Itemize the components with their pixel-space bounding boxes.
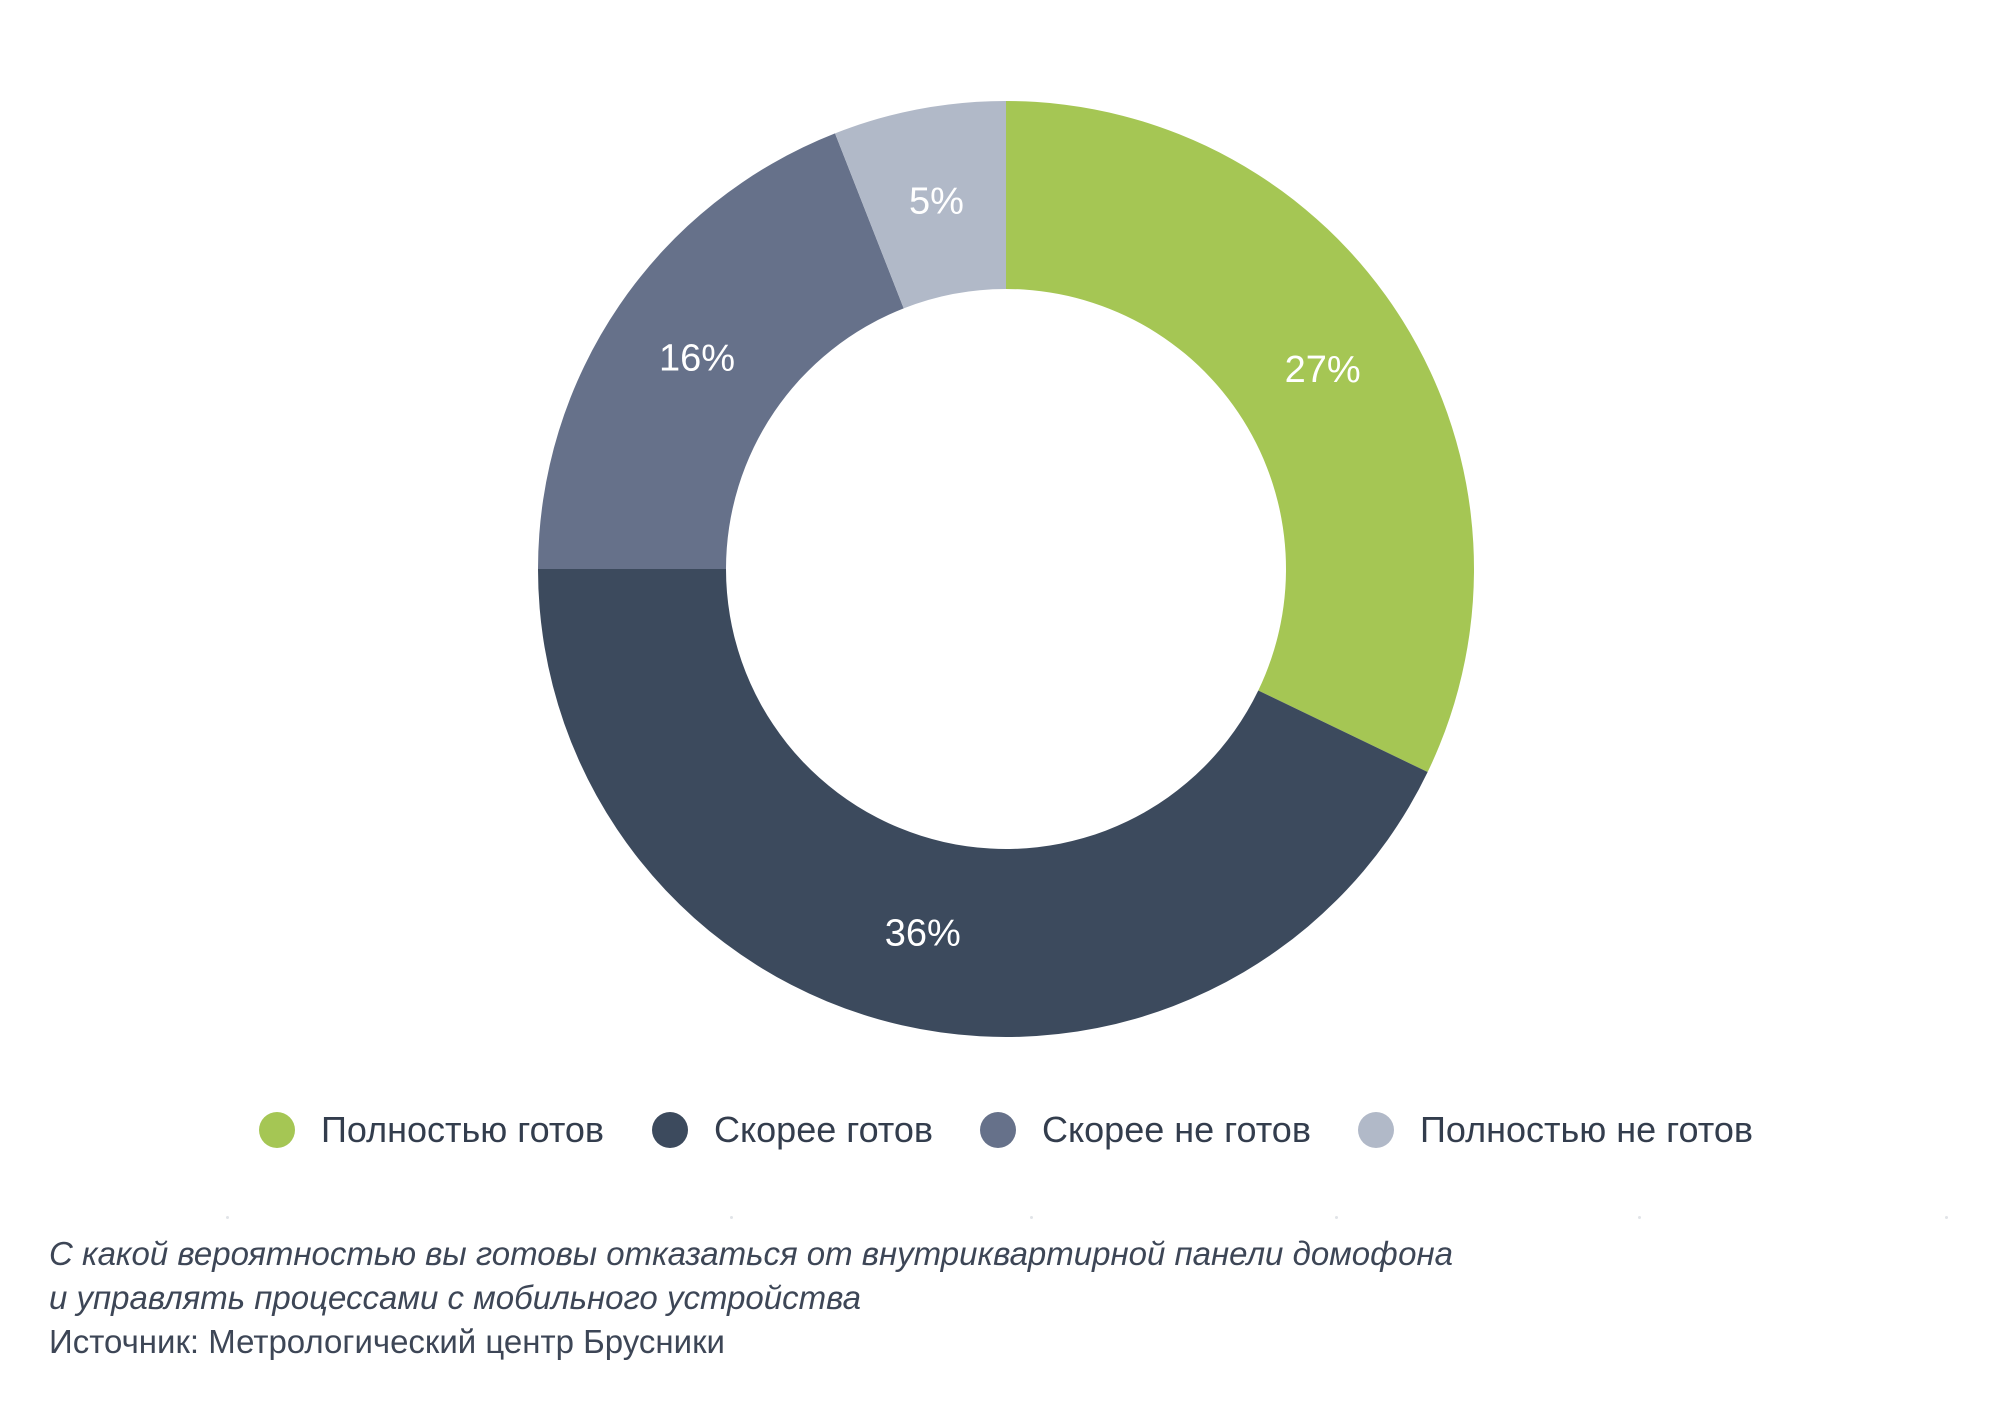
- donut-chart: 27% 36% 16% 5%: [538, 101, 1475, 1038]
- donut-slice-fully-ready: [1006, 101, 1475, 773]
- slice-value-label-not-ready-at-all: 5%: [909, 181, 964, 223]
- legend-swatch-fully-ready: [259, 1112, 295, 1148]
- divider-dot: [1945, 1216, 1948, 1219]
- donut-slice-labels: 27% 36% 16% 5%: [659, 181, 1361, 955]
- survey-question-line-1: С какой вероятностью вы готовы отказатьс…: [49, 1235, 1453, 1272]
- donut-slices: [538, 101, 1475, 1038]
- source-note: Источник: Метрологический центр Брусники: [49, 1323, 725, 1360]
- legend-item-fully-ready: Полностью готов: [259, 1100, 604, 1160]
- legend-item-not-ready-at-all: Полностью не готов: [1358, 1100, 1753, 1160]
- donut-slice-not-ready-at-all: [835, 101, 1006, 309]
- slice-value-label-rather-not-ready: 16%: [659, 337, 735, 379]
- legend-label-rather-ready: Скорее готов: [714, 1109, 934, 1150]
- divider-dot: [226, 1216, 229, 1219]
- chart-legend: Полностью готов Скорее готов Скорее не г…: [0, 1100, 2000, 1160]
- divider-dot: [1638, 1216, 1641, 1219]
- donut-slice-rather-not-ready: [538, 133, 904, 570]
- slice-value-label-fully-ready: 27%: [1285, 349, 1361, 391]
- legend-swatch-rather-not-ready: [980, 1112, 1016, 1148]
- legend-label-rather-not-ready: Скорее не готов: [1042, 1109, 1311, 1150]
- slice-value-label-rather-ready: 36%: [885, 913, 961, 955]
- donut-slice-rather-ready: [538, 569, 1428, 1038]
- divider-dot: [730, 1216, 733, 1219]
- legend-swatch-not-ready-at-all: [1358, 1112, 1394, 1148]
- legend-item-rather-not-ready: Скорее не готов: [980, 1100, 1311, 1160]
- chart-caption: С какой вероятностью вы готовы отказатьс…: [49, 1232, 1949, 1364]
- legend-label-not-ready-at-all: Полностью не готов: [1420, 1109, 1753, 1150]
- survey-question-line-2: и управлять процессами с мобильного устр…: [49, 1279, 861, 1316]
- divider-dot: [1335, 1216, 1338, 1219]
- divider-dot: [1030, 1216, 1033, 1219]
- legend-swatch-rather-ready: [652, 1112, 688, 1148]
- legend-label-fully-ready: Полностью готов: [321, 1109, 605, 1150]
- legend-item-rather-ready: Скорее готов: [652, 1100, 933, 1160]
